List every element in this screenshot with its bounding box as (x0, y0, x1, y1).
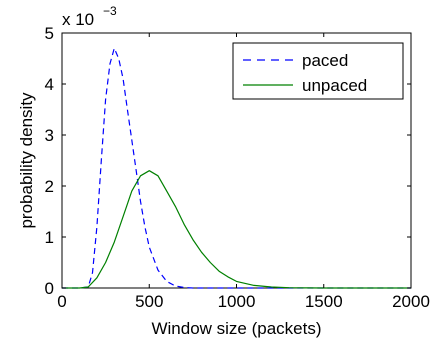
x-tick-label: 2000 (392, 292, 430, 311)
x-tick-label: 1500 (305, 292, 343, 311)
legend-label-paced: paced (302, 51, 348, 70)
legend: paced unpaced (232, 42, 404, 100)
y-tick-label: 5 (45, 24, 54, 43)
x-tick-label: 500 (135, 292, 163, 311)
y-tick-label: 2 (45, 177, 54, 196)
series-line-paced (62, 47, 411, 289)
y-axis-title: probability density (17, 92, 36, 229)
y-tick-label: 4 (45, 75, 54, 94)
series-layer (62, 47, 411, 289)
y-tick-label: 3 (45, 126, 54, 145)
y-scale-base: x 10 (62, 10, 94, 29)
x-tick-label: 0 (57, 292, 66, 311)
legend-box (232, 42, 404, 100)
series-line-unpaced (62, 170, 411, 289)
y-tick-label: 1 (45, 228, 54, 247)
legend-label-unpaced: unpaced (302, 76, 367, 95)
x-tick-label: 1000 (218, 292, 256, 311)
y-tick-label: 0 (45, 279, 54, 298)
x-axis-title: Window size (packets) (151, 319, 321, 338)
y-scale-exponent: −3 (103, 4, 117, 18)
ticks-layer: 0 500 1000 1500 2000 0 1 2 3 4 5 (45, 24, 430, 311)
